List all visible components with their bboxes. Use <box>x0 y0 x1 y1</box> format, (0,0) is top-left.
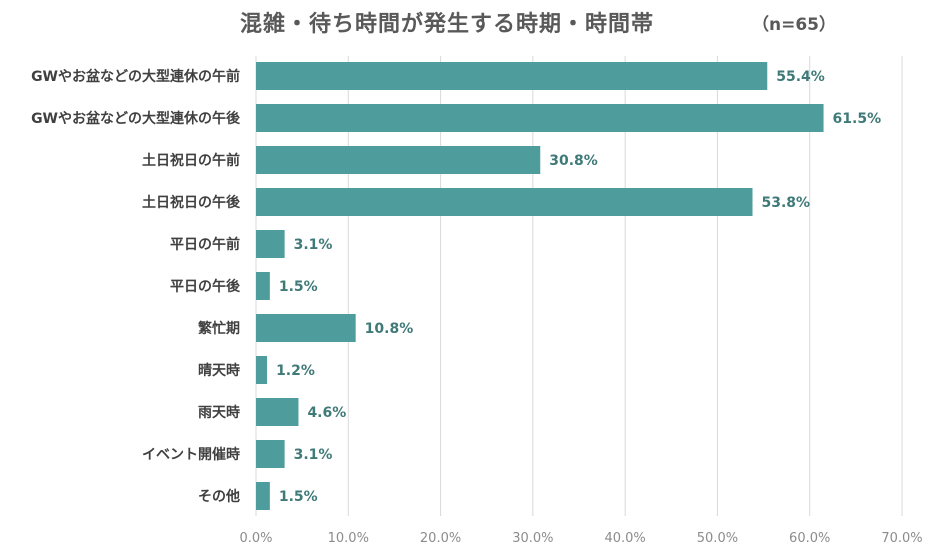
bar <box>256 146 541 174</box>
bar <box>256 356 268 384</box>
category-label: GWやお盆などの大型連休の午前 <box>31 68 240 85</box>
value-label: 10.8% <box>365 321 414 337</box>
bar <box>256 314 356 342</box>
value-label: 4.6% <box>307 405 346 421</box>
x-axis-ticks: 0.0% 10.0% 20.0% 30.0% 40.0% 50.0% 60.0% 70.0% <box>239 531 922 544</box>
bar <box>256 272 270 300</box>
value-label: 53.8% <box>761 195 810 211</box>
x-tick-label: 20.0% <box>420 531 461 544</box>
bar <box>256 398 299 426</box>
category-label: 土日祝日の午前 <box>142 152 240 169</box>
value-label: 1.5% <box>279 279 318 295</box>
x-tick-label: 60.0% <box>789 531 830 544</box>
value-label: 61.5% <box>833 111 882 127</box>
x-tick-label: 50.0% <box>697 531 738 544</box>
x-tick-label: 30.0% <box>512 531 553 544</box>
category-label: 土日祝日の午後 <box>142 194 241 211</box>
value-label: 3.1% <box>294 447 333 463</box>
x-tick-label: 70.0% <box>881 531 922 544</box>
bar <box>256 188 753 216</box>
value-labels: 55.4% 61.5% 30.8% 53.8% 3.1% 1.5% 10.8% 1.2% 4.6… <box>276 69 881 505</box>
value-label: 55.4% <box>776 69 825 85</box>
category-labels: GWやお盆などの大型連休の午前 GWやお盆などの大型連休の午後土日祝日の午前土日祝… <box>31 68 241 505</box>
category-label: 雨天時 <box>198 404 240 421</box>
category-label: その他 <box>198 488 240 505</box>
category-label: イベント開催時 <box>142 446 240 463</box>
category-label: 繁忙期 <box>197 320 240 337</box>
value-label: 30.8% <box>549 153 598 169</box>
value-label: 3.1% <box>294 237 333 253</box>
category-label: 平日の午前 <box>170 236 240 253</box>
bars <box>256 62 824 510</box>
bar <box>256 230 285 258</box>
value-label: 1.2% <box>276 363 315 379</box>
category-label: 晴天時 <box>198 362 240 379</box>
category-label: 平日の午後 <box>170 278 241 295</box>
x-tick-label: 40.0% <box>604 531 645 544</box>
x-tick-label: 0.0% <box>239 531 272 544</box>
bar <box>256 104 824 132</box>
bar <box>256 482 270 510</box>
bar <box>256 62 768 90</box>
x-tick-label: 10.0% <box>328 531 369 544</box>
category-label: GWやお盆などの大型連休の午後 <box>31 110 241 127</box>
value-label: 1.5% <box>279 489 318 505</box>
bar <box>256 440 285 468</box>
